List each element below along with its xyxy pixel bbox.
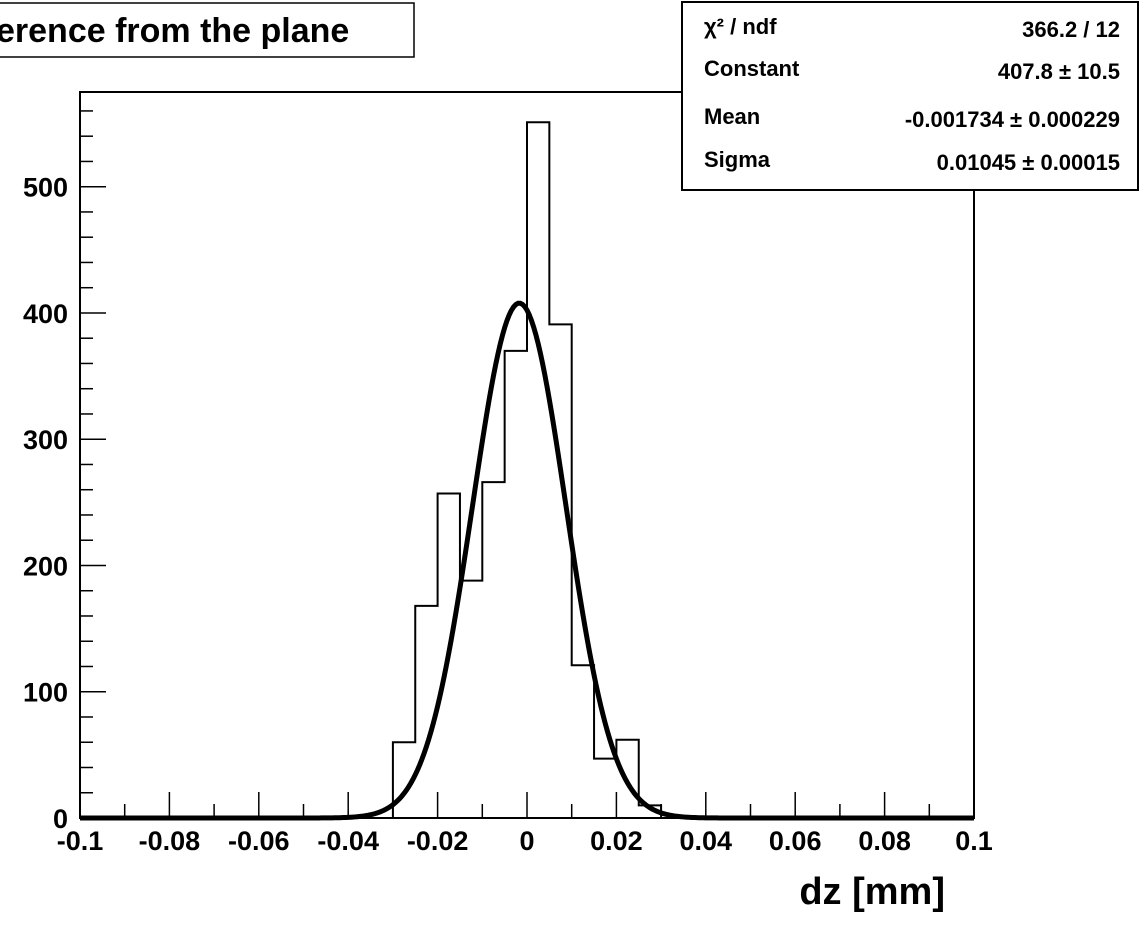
fit-stat-value: 366.2 / 12 bbox=[1022, 17, 1120, 42]
x-tick-labels: -0.1 -0.08 -0.06 -0.04 -0.02 0 0.02 0.04 0.06 0.0… bbox=[57, 826, 993, 856]
y-tick-label: 300 bbox=[23, 425, 68, 455]
gaussian-fit-curve bbox=[80, 300, 974, 821]
x-axis-title: dz [mm] bbox=[799, 871, 945, 913]
x-tick-label: -0.06 bbox=[228, 826, 290, 856]
y-tick-label: 100 bbox=[23, 678, 68, 708]
fit-stat-value: 407.8 ± 10.5 bbox=[998, 59, 1120, 84]
fit-stat-label: Sigma bbox=[704, 147, 771, 172]
fit-stat-value: -0.001734 ± 0.000229 bbox=[905, 107, 1120, 132]
x-tick-label: 0.04 bbox=[680, 826, 733, 856]
y-tick-label: 500 bbox=[23, 173, 68, 203]
title-box bbox=[0, 2, 415, 58]
histogram-outline bbox=[80, 121, 974, 819]
fit-stats-box bbox=[681, 1, 1139, 191]
y-tick-label: 0 bbox=[53, 804, 68, 834]
y-tick-label: 200 bbox=[23, 551, 68, 581]
histogram-bin bbox=[527, 122, 549, 818]
histogram-bin bbox=[482, 482, 504, 818]
x-tick-label: 0.06 bbox=[769, 826, 822, 856]
x-tick-label: -0.04 bbox=[317, 826, 379, 856]
x-tick-label: 0 bbox=[519, 826, 534, 856]
x-tick-label: -0.08 bbox=[139, 826, 201, 856]
x-tick-label: 0.02 bbox=[590, 826, 643, 856]
histogram-bin bbox=[594, 759, 616, 818]
x-tick-label: -0.02 bbox=[407, 826, 469, 856]
histogram-bin bbox=[505, 351, 527, 818]
x-tick-label: 0.08 bbox=[858, 826, 911, 856]
fit-stat-label: χ² / ndf bbox=[704, 14, 777, 39]
fit-stat-label: Constant bbox=[704, 56, 800, 81]
y-tick-labels: 0 100 200 300 400 500 bbox=[23, 173, 68, 834]
histogram-bin bbox=[572, 665, 594, 818]
y-tick-label: 400 bbox=[23, 299, 68, 329]
chart-title: erence from the plane bbox=[0, 12, 349, 50]
fit-stat-label: Mean bbox=[704, 104, 760, 129]
histogram-bin bbox=[549, 324, 571, 818]
x-tick-label: -0.1 bbox=[57, 826, 104, 856]
x-minor-ticks bbox=[79, 792, 975, 818]
histogram-bin bbox=[460, 581, 482, 818]
y-minor-ticks bbox=[80, 110, 106, 819]
fit-stats-rows: χ² / ndf 366.2 / 12 Constant 407.8 ± 10.5 Me… bbox=[704, 14, 1120, 175]
fit-stat-value: 0.01045 ± 0.00015 bbox=[937, 150, 1120, 175]
x-tick-label: 0.1 bbox=[955, 826, 993, 856]
